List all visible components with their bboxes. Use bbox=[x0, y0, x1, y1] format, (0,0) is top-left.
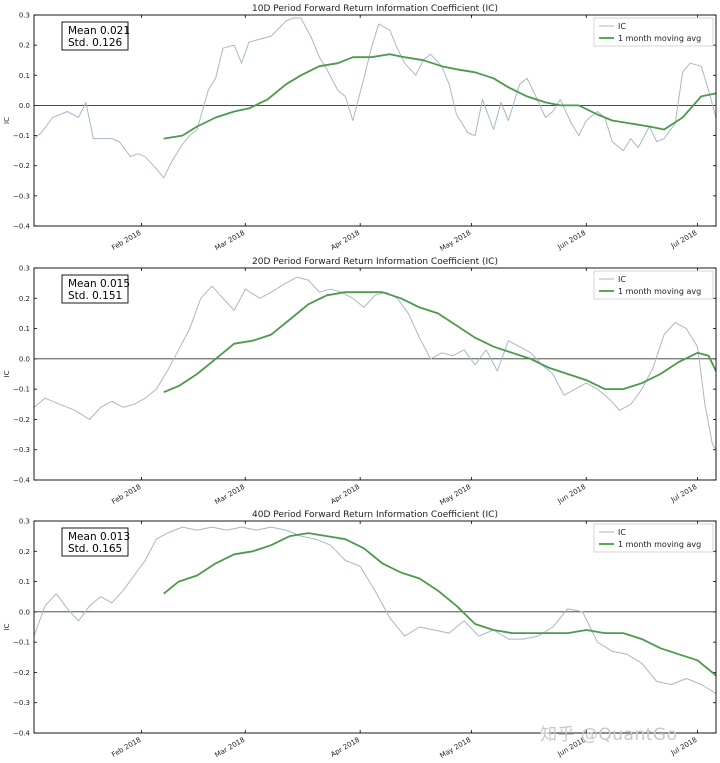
moving-avg-line bbox=[163, 53, 717, 140]
legend-frame bbox=[593, 523, 714, 553]
legend-label: 1 month moving avg bbox=[618, 287, 701, 296]
stats-box-frame bbox=[61, 527, 129, 557]
y-tick-label: −0.3 bbox=[13, 192, 30, 200]
axes-frame bbox=[33, 520, 717, 734]
y-tick-label: −0.2 bbox=[13, 669, 30, 677]
y-tick-label: 0.3 bbox=[19, 518, 30, 526]
y-tick-label: −0.1 bbox=[13, 639, 30, 647]
y-axis-label: IC bbox=[3, 117, 11, 124]
chart-panel-1: 10D Period Forward Return Information Co… bbox=[3, 4, 717, 253]
legend-label: IC bbox=[618, 275, 626, 284]
legend: IC 1 month moving avg bbox=[593, 17, 714, 47]
y-tick-label: −0.2 bbox=[13, 162, 30, 170]
x-tick-label: Mar 2018 bbox=[213, 229, 246, 253]
y-tick-label: 0.2 bbox=[19, 42, 30, 50]
y-tick-label: −0.4 bbox=[13, 730, 31, 738]
y-tick-label: 0.2 bbox=[19, 548, 30, 556]
stats-line: Std. 0.165 bbox=[68, 543, 122, 555]
ic-series-line bbox=[33, 276, 717, 450]
y-tick-label: −0.1 bbox=[13, 132, 30, 140]
stats-line: Std. 0.151 bbox=[68, 290, 122, 302]
x-tick-label: Apr 2018 bbox=[329, 483, 361, 506]
x-tick-label: Jul 2018 bbox=[669, 229, 699, 251]
x-tick-label: May 2018 bbox=[438, 229, 472, 253]
watermark: 知乎 @QuantGo bbox=[540, 725, 678, 745]
y-tick-label: 0.2 bbox=[19, 295, 30, 303]
y-axis-label: IC bbox=[3, 370, 11, 377]
y-tick-label: −0.1 bbox=[13, 386, 30, 394]
legend-label: 1 month moving avg bbox=[618, 34, 701, 43]
moving-avg-line bbox=[163, 291, 717, 394]
y-tick-label: −0.4 bbox=[13, 477, 31, 485]
chart-title: 20D Period Forward Return Information Co… bbox=[252, 257, 498, 267]
axes-frame bbox=[33, 14, 717, 227]
x-tick-label: Feb 2018 bbox=[110, 483, 142, 506]
stats-line: Mean 0.021 bbox=[68, 25, 130, 37]
y-tick-label: −0.3 bbox=[13, 446, 30, 454]
x-tick-label: Jul 2018 bbox=[669, 483, 699, 505]
y-axis-label: IC bbox=[3, 623, 11, 630]
legend-label: 1 month moving avg bbox=[618, 540, 701, 549]
y-tick-label: 0.0 bbox=[19, 102, 30, 110]
legend: IC 1 month moving avg bbox=[593, 270, 714, 300]
stats-box-frame bbox=[61, 274, 129, 304]
chart-title: 40D Period Forward Return Information Co… bbox=[252, 510, 498, 520]
moving-avg-line bbox=[163, 532, 717, 677]
x-tick-label: Apr 2018 bbox=[329, 229, 361, 252]
x-tick-label: Apr 2018 bbox=[329, 736, 361, 759]
legend-frame bbox=[593, 270, 714, 300]
legend-label: IC bbox=[618, 22, 626, 31]
x-tick-label: Feb 2018 bbox=[110, 736, 142, 759]
y-tick-label: −0.3 bbox=[13, 699, 30, 707]
x-tick-label: May 2018 bbox=[438, 483, 472, 507]
x-tick-label: Mar 2018 bbox=[213, 736, 246, 760]
stats-line: Mean 0.013 bbox=[68, 531, 130, 543]
y-tick-label: 0.3 bbox=[19, 12, 30, 20]
x-tick-label: Mar 2018 bbox=[213, 483, 246, 507]
x-tick-label: Feb 2018 bbox=[110, 229, 142, 252]
y-tick-label: 0.1 bbox=[19, 578, 30, 586]
legend-frame bbox=[593, 17, 714, 47]
y-tick-label: −0.4 bbox=[13, 223, 31, 231]
ic-series-line bbox=[33, 526, 717, 695]
y-tick-label: 0.0 bbox=[19, 355, 30, 363]
y-tick-label: 0.1 bbox=[19, 72, 30, 80]
axes-frame bbox=[33, 267, 717, 481]
chart-panel-2: 20D Period Forward Return Information Co… bbox=[3, 257, 717, 507]
y-tick-label: −0.2 bbox=[13, 416, 30, 424]
stats-box-frame bbox=[61, 21, 129, 51]
x-tick-label: Jun 2018 bbox=[556, 483, 588, 506]
x-tick-label: May 2018 bbox=[438, 736, 472, 760]
stats-line: Mean 0.015 bbox=[68, 278, 130, 290]
y-tick-label: 0.0 bbox=[19, 608, 30, 616]
y-tick-label: 0.1 bbox=[19, 325, 30, 333]
y-tick-label: 0.3 bbox=[19, 265, 30, 273]
chart-title: 10D Period Forward Return Information Co… bbox=[252, 4, 498, 14]
legend: IC 1 month moving avg bbox=[593, 523, 714, 553]
legend-label: IC bbox=[618, 528, 626, 537]
stats-line: Std. 0.126 bbox=[68, 37, 123, 49]
x-tick-label: Jun 2018 bbox=[556, 229, 588, 252]
